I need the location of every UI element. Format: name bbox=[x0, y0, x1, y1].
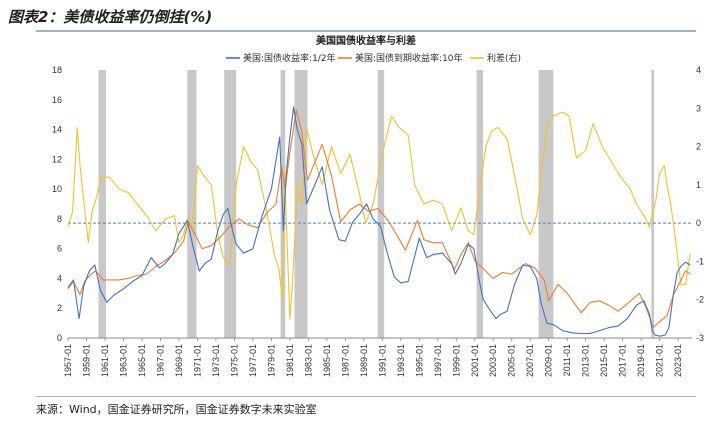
x-tick-label: 2007-01 bbox=[525, 344, 535, 377]
recession-band bbox=[476, 70, 484, 338]
recession-band bbox=[294, 70, 308, 338]
chart-title: 美国国债收益率与利差 bbox=[316, 34, 416, 47]
long-yield-line bbox=[67, 109, 691, 329]
y-right-tick-label: 1 bbox=[696, 180, 701, 190]
x-tick-label: 1975-01 bbox=[229, 344, 239, 377]
x-tick-label: 2009-01 bbox=[544, 344, 554, 377]
x-tick-label: 1957-01 bbox=[63, 344, 73, 377]
legend-label: 美国:国债到期收益率:10年 bbox=[355, 52, 463, 64]
recession-bands bbox=[98, 70, 655, 338]
series-layer bbox=[67, 106, 691, 337]
x-tick-label: 1961-01 bbox=[100, 344, 110, 377]
y-right-tick-label: -1 bbox=[696, 256, 704, 266]
y-left-tick-label: 18 bbox=[52, 65, 62, 75]
y-right-tick-label: 0 bbox=[696, 218, 701, 228]
x-tick-label: 1991-01 bbox=[377, 344, 387, 377]
x-tick-label: 2023-01 bbox=[673, 344, 683, 377]
x-tick-label: 1967-01 bbox=[155, 344, 165, 377]
y-left-tick-label: 10 bbox=[52, 184, 62, 194]
x-tick-label: 1997-01 bbox=[433, 344, 443, 377]
y-left-tick-label: 6 bbox=[57, 244, 62, 254]
recession-band bbox=[651, 70, 655, 338]
x-tick-label: 1965-01 bbox=[137, 344, 147, 377]
x-tick-label: 1977-01 bbox=[248, 344, 258, 377]
y-right-tick-label: 3 bbox=[696, 103, 701, 113]
bottom-divider bbox=[36, 396, 696, 397]
x-tick-label: 1989-01 bbox=[359, 344, 369, 377]
x-tick-label: 2005-01 bbox=[507, 344, 517, 377]
x-tick-label: 2001-01 bbox=[470, 344, 480, 377]
recession-band bbox=[187, 70, 197, 338]
x-tick-label: 1985-01 bbox=[322, 344, 332, 377]
x-tick-label: 1969-01 bbox=[174, 344, 184, 377]
y-left-tick-label: 4 bbox=[57, 273, 62, 283]
y-right-tick-label: -3 bbox=[696, 333, 704, 343]
recession-band bbox=[377, 70, 385, 338]
x-tick-label: 1959-01 bbox=[81, 344, 91, 377]
figure-title: 图表2：美债收益率仍倒挂(%) bbox=[8, 8, 213, 26]
source-note: 来源：Wind，国金证券研究所，国金证券数字未来实验室 bbox=[36, 403, 317, 416]
x-tick-label: 1999-01 bbox=[451, 344, 461, 377]
y-left-tick-label: 0 bbox=[57, 333, 62, 343]
x-tick-label: 2021-01 bbox=[655, 344, 665, 377]
y-left-tick-label: 16 bbox=[52, 95, 62, 105]
recession-band bbox=[280, 70, 286, 338]
legend-label: 美国:国债收益率:1/2年 bbox=[243, 52, 336, 64]
x-tick-label: 1963-01 bbox=[118, 344, 128, 377]
y-right-tick-label: 2 bbox=[696, 142, 701, 152]
x-tick-label: 2017-01 bbox=[618, 344, 628, 377]
x-tick-label: 1983-01 bbox=[303, 344, 313, 377]
x-tick-label: 1979-01 bbox=[266, 344, 276, 377]
recession-band bbox=[538, 70, 554, 338]
x-tick-label: 1971-01 bbox=[192, 344, 202, 377]
recession-band bbox=[224, 70, 237, 338]
x-tick-label: 1973-01 bbox=[211, 344, 221, 377]
x-tick-label: 1987-01 bbox=[340, 344, 350, 377]
y-right-tick-label: -2 bbox=[696, 295, 704, 305]
recession-band bbox=[98, 70, 106, 338]
x-tick-label: 2011-01 bbox=[562, 344, 572, 376]
top-divider bbox=[36, 30, 696, 32]
x-tick-label: 1981-01 bbox=[285, 344, 295, 377]
x-tick-label: 1995-01 bbox=[414, 344, 424, 377]
x-tick-label: 2019-01 bbox=[636, 344, 646, 377]
y-left-tick-label: 12 bbox=[52, 154, 62, 164]
legend-label: 利差(右) bbox=[487, 52, 521, 64]
y-right-tick-label: 4 bbox=[696, 65, 701, 75]
x-tick-label: 1993-01 bbox=[396, 344, 406, 377]
spread-line bbox=[67, 111, 691, 320]
legend: 美国:国债收益率:1/2年 美国:国债到期收益率:10年 利差(右) bbox=[226, 52, 521, 64]
y-left-tick-label: 14 bbox=[52, 125, 62, 135]
x-tick-label: 2015-01 bbox=[599, 344, 609, 377]
short-yield-line bbox=[67, 106, 691, 337]
y-left-tick-label: 8 bbox=[57, 214, 62, 224]
x-tick-label: 2013-01 bbox=[581, 344, 591, 377]
y-left-tick-label: 2 bbox=[57, 303, 62, 313]
x-tick-label: 2003-01 bbox=[488, 344, 498, 377]
